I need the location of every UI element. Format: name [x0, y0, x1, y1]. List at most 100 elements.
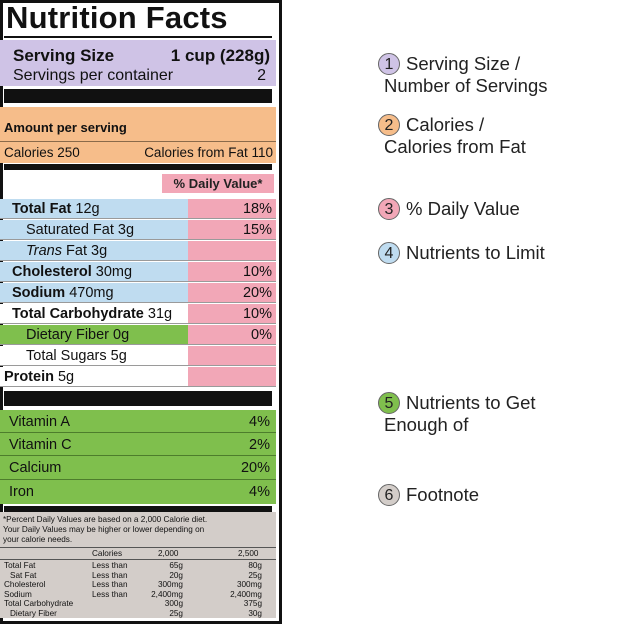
footnote-row-2000: 65g [169, 561, 183, 570]
vitamin-divider [0, 432, 276, 433]
annotation-number-badge: 5 [378, 392, 400, 414]
sodium-label: Sodium [12, 285, 66, 301]
footnote-row-2500: 80g [248, 561, 262, 570]
serving-size-label: Serving Size [13, 46, 115, 65]
annotation-calories: 2 Calories / Calories from Fat [378, 114, 526, 158]
footnote-row-2000: 2,400mg [151, 589, 183, 599]
title-rule [4, 36, 272, 38]
iron-label: Iron [9, 484, 34, 500]
daily-value-header-text: % Daily Value* [173, 176, 263, 191]
cholesterol-label: Cholesterol [12, 264, 92, 280]
footnote-row-qualifier: Less than [92, 589, 128, 599]
footnote-row-2000: 20g [169, 570, 183, 580]
footnote-row-2000: 300mg [157, 580, 183, 590]
footnote-row-2000: 300g [164, 599, 183, 609]
footnote-2500-header: 2,500 [238, 549, 259, 558]
cholesterol-amount: 30mg [95, 264, 133, 280]
total-sugars-dv [188, 346, 276, 366]
servings-per-container-label: Servings per container [13, 67, 174, 84]
nutrition-label: Nutrition Facts Serving Size 1 cup (228g… [0, 0, 282, 624]
vitamin-divider [0, 455, 276, 456]
calories-section: Amount per serving Calories 250 Calories… [0, 107, 276, 163]
footnote-row-2000: 25g [169, 609, 183, 618]
footnote-section: *Percent Daily Values are based on a 2,0… [0, 512, 276, 618]
dietary-fiber-label: Dietary Fiber 0g [26, 327, 130, 343]
annotation-number-badge: 4 [378, 242, 400, 264]
protein-amount: 5g [57, 369, 75, 385]
trans-fat-label: Fat 3g [66, 243, 108, 259]
annotation-line: Enough of [384, 414, 469, 435]
annotation-line: Nutrients to Limit [406, 242, 545, 263]
amount-per-serving: Amount per serving [4, 120, 127, 135]
footnote-row-2500: 25g [248, 570, 262, 580]
servings-per-container-value: 2 [257, 67, 266, 84]
footnote-row-name: Dietary Fiber [10, 609, 57, 618]
footnote-calories-header: Calories [92, 549, 123, 558]
trans-fat-dv [188, 241, 276, 261]
annotation-serving: 1 Serving Size / Number of Servings [378, 53, 547, 97]
sodium-dv: 20% [188, 283, 276, 303]
footnote-divider [0, 547, 276, 548]
annotation-line: Calories / [406, 114, 485, 135]
saturated-fat-label: Saturated Fat 3g [26, 222, 135, 238]
annotation-number-badge: 3 [378, 198, 400, 220]
thick-rule-2 [4, 164, 272, 170]
calories-value: Calories 250 [4, 145, 80, 160]
footnote-row-qualifier: Less than [92, 570, 128, 580]
footnote-row-name: Sodium [4, 589, 32, 599]
sodium-amount: 470mg [69, 285, 114, 301]
saturated-fat-dv: 15% [188, 220, 276, 240]
footnote-row-2500: 2,400mg [230, 589, 262, 599]
footnote-row-name: Cholesterol [4, 580, 46, 590]
annotation-number-badge: 1 [378, 53, 400, 75]
serving-size-value: 1 cup (228g) [170, 46, 270, 65]
thick-rule-1 [4, 89, 272, 103]
cholesterol-dv: 10% [188, 262, 276, 282]
dietary-fiber-dv: 0% [188, 325, 276, 345]
footnote-row-qualifier: Less than [92, 561, 128, 570]
thick-rule-4 [4, 506, 272, 512]
calories-divider [0, 141, 276, 142]
footnote-table-rule [0, 559, 276, 560]
footnote-row-2500: 300mg [236, 580, 262, 590]
annotation-footnote: 6 Footnote [378, 484, 479, 506]
vitamin-a-dv: 4% [249, 414, 270, 430]
label-title: Nutrition Facts [6, 0, 228, 35]
footnote-2000-header: 2,000 [158, 549, 179, 558]
row-saturated-fat: Saturated Fat 3g [0, 220, 188, 240]
footnote-row-2500: 375g [243, 599, 262, 609]
iron-dv: 4% [249, 484, 270, 500]
vitamin-divider [0, 479, 276, 480]
vitamin-c-label: Vitamin C [9, 437, 72, 453]
serving-section: Serving Size 1 cup (228g) Servings per c… [0, 40, 276, 86]
footnote-row-qualifier: Less than [92, 580, 128, 590]
total-fat-dv: 18% [188, 199, 276, 219]
calcium-dv: 20% [240, 460, 270, 476]
annotation-nutrients-enough: 5 Nutrients to Get Enough of [378, 392, 536, 436]
row-protein: Protein 5g [0, 367, 188, 387]
carbohydrate-dv: 10% [188, 304, 276, 324]
trans-fat-italic: Trans [26, 243, 62, 259]
protein-label: Protein [4, 369, 54, 385]
footnote-line: Your Daily Values may be higher or lower… [3, 525, 205, 534]
vitamins-section: Vitamin A 4% Vitamin C 2% Calcium 20% Ir… [0, 410, 276, 504]
annotation-number-badge: 6 [378, 484, 400, 506]
row-cholesterol: Cholesterol 30mg [0, 262, 188, 282]
thick-rule-3 [4, 391, 272, 406]
carbohydrate-amount: 31g [147, 306, 173, 322]
daily-value-header: % Daily Value* [162, 174, 274, 193]
row-total-carbohydrate: Total Carbohydrate 31g [0, 304, 188, 324]
annotation-daily-value: 3 % Daily Value [378, 198, 520, 220]
vitamin-a-label: Vitamin A [9, 414, 70, 430]
annotation-line: Serving Size / [406, 53, 521, 74]
row-sodium: Sodium 470mg [0, 283, 188, 303]
annotation-line: Nutrients to Get [406, 392, 536, 413]
row-dietary-fiber: Dietary Fiber 0g [0, 325, 188, 345]
protein-dv [188, 367, 276, 387]
carbohydrate-label: Total Carbohydrate [12, 306, 144, 322]
annotation-line: % Daily Value [406, 198, 520, 219]
footnote-row-2500: 30g [248, 609, 262, 618]
total-fat-amount: 12g [75, 201, 100, 217]
calcium-label: Calcium [9, 460, 62, 476]
total-sugars-label: Total Sugars 5g [26, 348, 127, 364]
